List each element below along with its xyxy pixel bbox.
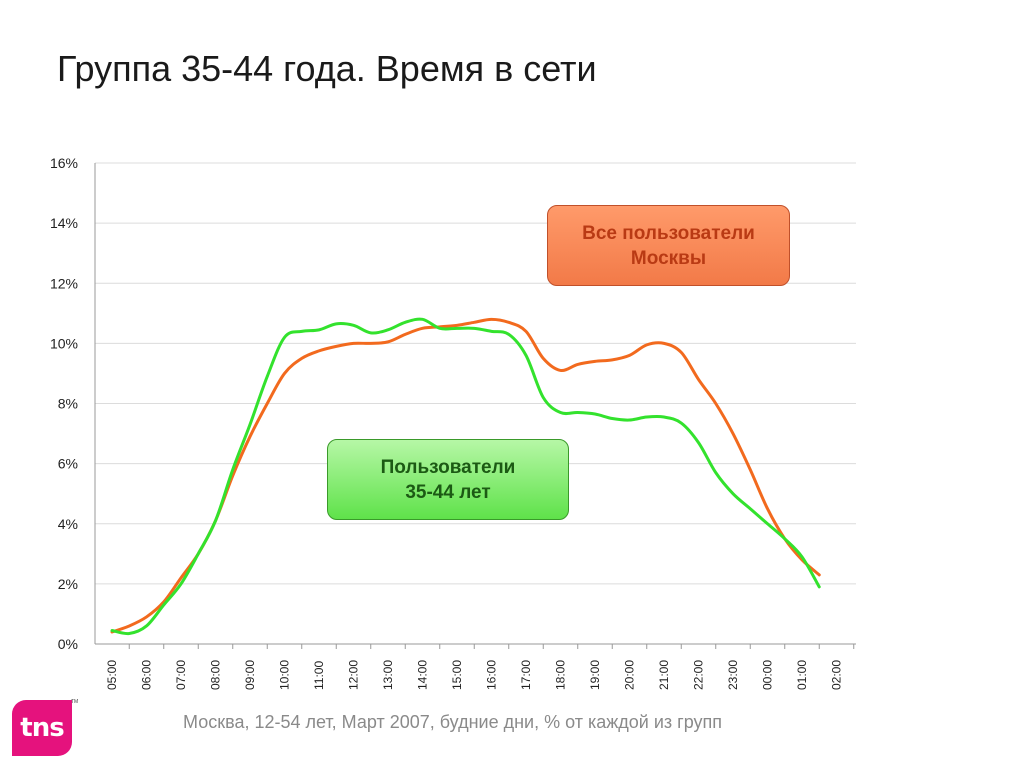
y-tick-label: 4%: [58, 516, 78, 532]
x-tick-label: 19:00: [588, 660, 602, 690]
x-tick-label: 08:00: [209, 660, 223, 690]
x-tick-label: 14:00: [416, 660, 430, 690]
logo-text: tns: [20, 713, 64, 743]
x-tick-label: 06:00: [140, 660, 154, 690]
x-tick-label: 15:00: [450, 660, 464, 690]
x-tick-label: 10:00: [278, 660, 292, 690]
y-tick-label: 10%: [50, 335, 78, 351]
page-title: Группа 35-44 года. Время в сети: [57, 48, 597, 89]
x-tick-label: 01:00: [795, 660, 809, 690]
y-tick-label: 12%: [50, 275, 78, 291]
tns-logo: tns: [12, 700, 72, 756]
x-tick-label: 13:00: [381, 660, 395, 690]
x-tick-label: 16:00: [485, 660, 499, 690]
axes: [94, 163, 856, 649]
y-tick-label: 2%: [58, 576, 78, 592]
legend-label-line1: Пользователи: [380, 456, 516, 478]
x-tick-label: 22:00: [692, 660, 706, 690]
y-tick-label: 16%: [50, 155, 78, 171]
series-lines: [110, 317, 821, 636]
series-line-35-44-users: [110, 317, 821, 636]
legend-label-line2: 35-44 лет: [405, 481, 491, 503]
legend-label-line2: Москвы: [630, 247, 707, 269]
y-tick-label: 14%: [50, 215, 78, 231]
x-tick-label: 07:00: [174, 660, 188, 690]
chart-footnote: Москва, 12-54 лет, Март 2007, будние дни…: [183, 712, 723, 732]
x-tick-label: 20:00: [623, 660, 637, 690]
x-tick-label: 02:00: [830, 660, 844, 690]
x-tick-label: 23:00: [726, 660, 740, 690]
legend-box-35-44-users: Пользователи 35-44 лет: [327, 439, 569, 520]
x-axis-ticks: 05:00 06:00 07:00 08:00 09:00 10:00 11:00 12:00…: [105, 660, 844, 690]
x-tick-label: 21:00: [657, 660, 671, 690]
y-axis-ticks: 0% 2% 4% 6% 8% 10% 12% 14% 16%: [50, 155, 78, 652]
x-tick-label: 05:00: [105, 660, 119, 690]
x-tick-label: 17:00: [519, 660, 533, 690]
x-tick-label: 00:00: [761, 660, 775, 690]
x-tick-label: 12:00: [347, 660, 361, 690]
series-line-all-users: [110, 317, 821, 634]
legend-label-line1: Все пользователи: [582, 222, 755, 244]
x-tick-label: 09:00: [243, 660, 257, 690]
y-tick-label: 8%: [58, 396, 78, 412]
y-tick-label: 0%: [58, 636, 78, 652]
trademark-mark: TM: [71, 699, 79, 705]
y-tick-label: 6%: [58, 456, 78, 472]
x-tick-label: 11:00: [312, 661, 326, 690]
legend-box-all-users: Все пользователи Москвы: [547, 205, 790, 286]
x-tick-label: 18:00: [554, 660, 568, 690]
